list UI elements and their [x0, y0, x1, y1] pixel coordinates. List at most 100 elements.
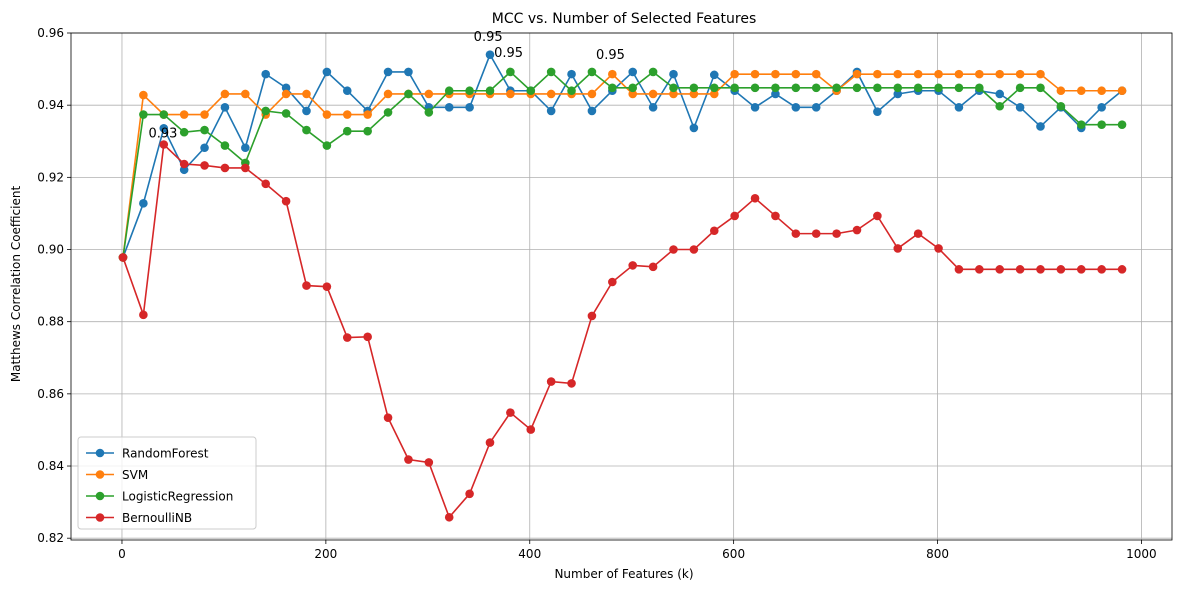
x-tick-label: 400 [518, 547, 541, 561]
data-point [750, 103, 760, 112]
legend-item: RandomForest [86, 447, 209, 461]
data-point [383, 413, 393, 422]
data-point [628, 89, 638, 99]
data-point [791, 103, 801, 112]
x-tick-label: 200 [314, 547, 337, 561]
annotation-label: 0.95 [494, 46, 523, 61]
data-point [791, 229, 801, 238]
data-point [342, 126, 352, 136]
data-point [608, 277, 617, 287]
data-point [444, 103, 454, 112]
data-point [689, 89, 699, 99]
data-point [587, 89, 597, 99]
data-point [444, 86, 454, 96]
data-point [363, 332, 372, 342]
data-point [342, 110, 352, 119]
data-point [404, 89, 413, 99]
data-point [139, 110, 148, 119]
data-point [220, 89, 230, 99]
data-point [179, 159, 189, 169]
legend-swatch-marker [95, 491, 105, 501]
legend-swatch-marker [95, 513, 105, 522]
legend-label: BernoulliNB [122, 511, 192, 525]
data-point [689, 83, 699, 93]
data-point [709, 226, 719, 236]
data-point [1076, 86, 1086, 96]
data-point [587, 106, 597, 116]
data-point [241, 163, 250, 173]
data-point [873, 69, 882, 79]
legend-swatch-marker [95, 470, 105, 479]
data-point [302, 89, 311, 99]
data-point [118, 253, 128, 262]
data-point [363, 126, 372, 136]
data-point [322, 110, 332, 119]
data-point [1076, 265, 1086, 274]
legend-item: LogisticRegression [86, 490, 233, 504]
data-point [220, 163, 230, 173]
data-point [1056, 101, 1066, 111]
annotation-label: 0.93 [148, 127, 177, 142]
data-point [383, 108, 393, 117]
data-point [995, 265, 1005, 274]
data-point [159, 140, 169, 149]
data-point [709, 89, 719, 99]
data-point [832, 229, 841, 238]
data-point [546, 106, 556, 116]
data-point [730, 69, 739, 79]
data-point [444, 512, 454, 522]
data-point [1097, 86, 1106, 96]
data-point [302, 106, 311, 116]
data-point [689, 123, 699, 133]
data-point [995, 69, 1005, 79]
data-point [873, 107, 882, 116]
data-point [526, 86, 536, 96]
data-point [934, 69, 943, 79]
data-point [200, 110, 209, 119]
data-point [1036, 69, 1045, 79]
data-point [954, 69, 964, 79]
data-point [995, 101, 1005, 111]
data-point [139, 310, 148, 320]
legend-label: LogisticRegression [122, 490, 233, 504]
data-point [975, 69, 984, 79]
legend-box [77, 436, 257, 530]
data-point [913, 229, 923, 238]
data-point [220, 103, 230, 112]
data-point [465, 103, 474, 112]
data-point [832, 83, 841, 93]
data-point [750, 193, 760, 203]
data-point [913, 83, 923, 93]
data-point [648, 89, 658, 99]
data-point [608, 69, 617, 79]
data-point [954, 103, 964, 112]
data-point [750, 83, 760, 93]
data-point [424, 108, 434, 117]
plot-area: 0 200 400 600 800 1000 0.82 0.84 0.86 0.88 0.90 0.9… [37, 26, 1173, 561]
data-point [893, 83, 903, 93]
data-point [506, 67, 515, 77]
legend-label: SVM [122, 468, 148, 482]
data-point [934, 83, 943, 93]
y-axis-label: Matthews Correlation Coefficient [9, 186, 23, 383]
data-point [465, 86, 474, 96]
data-point [506, 408, 515, 417]
data-point [852, 225, 862, 235]
data-point [669, 83, 678, 93]
data-point [995, 89, 1005, 99]
data-point [608, 83, 617, 93]
x-tick-label: 1000 [1126, 547, 1157, 561]
data-point [893, 89, 903, 99]
data-point [302, 281, 311, 290]
data-point [852, 83, 862, 93]
data-point [261, 179, 271, 189]
data-point [363, 110, 372, 119]
data-point [139, 90, 148, 100]
data-point [220, 141, 230, 150]
data-point [322, 141, 332, 150]
data-point [261, 106, 271, 116]
data-point [1076, 120, 1086, 129]
data-point [179, 127, 189, 137]
data-point [873, 83, 882, 93]
data-point [771, 89, 780, 99]
